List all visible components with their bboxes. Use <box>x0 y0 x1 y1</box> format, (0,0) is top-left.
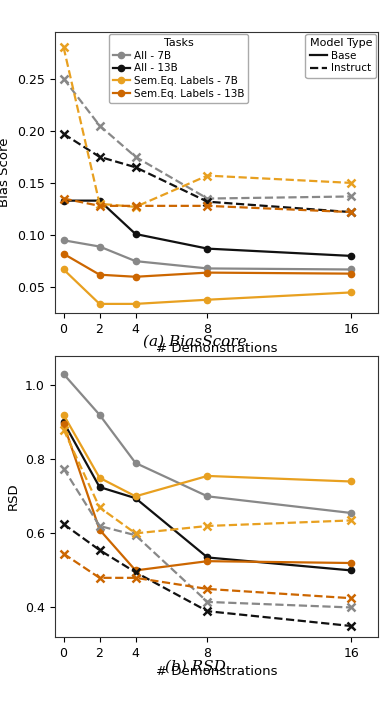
X-axis label: # Demonstrations: # Demonstrations <box>156 341 277 355</box>
Text: (a) BiasScore: (a) BiasScore <box>143 334 247 348</box>
X-axis label: # Demonstrations: # Demonstrations <box>156 665 277 679</box>
Text: (b) RSD: (b) RSD <box>165 660 225 674</box>
Y-axis label: Bias Score: Bias Score <box>0 138 11 207</box>
Y-axis label: RSD: RSD <box>6 482 20 510</box>
Legend: Base, Instruct: Base, Instruct <box>305 34 376 77</box>
